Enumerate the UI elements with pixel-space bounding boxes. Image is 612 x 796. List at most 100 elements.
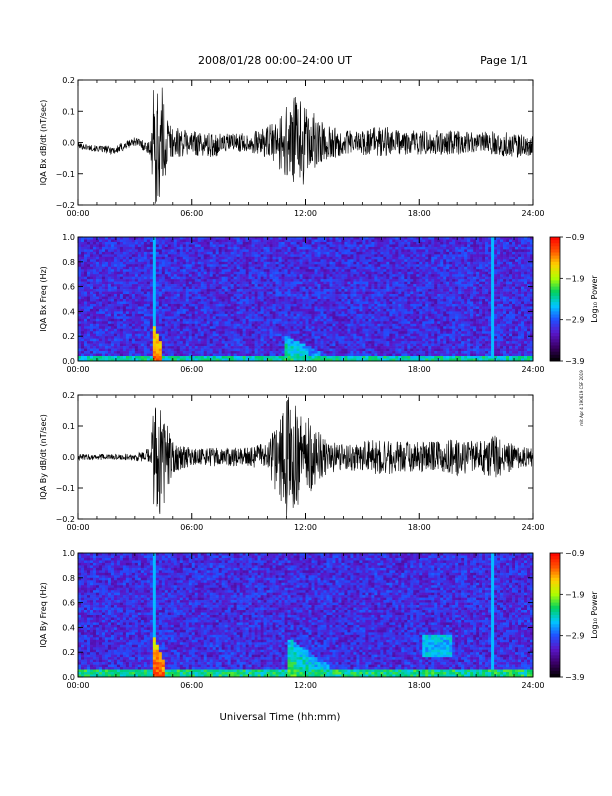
spectrogram-cell xyxy=(93,252,96,255)
spectrogram-cell xyxy=(431,299,434,302)
spectrogram-cell xyxy=(303,277,306,280)
spectrogram-cell xyxy=(509,294,512,297)
spectrogram-cell xyxy=(467,279,470,282)
spectrogram-cell xyxy=(192,262,195,265)
spectrogram-cell xyxy=(252,257,255,260)
spectrogram-cell xyxy=(353,259,356,262)
spectrogram-cell xyxy=(144,284,147,287)
spectrogram-cell xyxy=(180,257,183,260)
spectrogram-cell xyxy=(518,274,521,277)
spectrogram-cell xyxy=(252,304,255,307)
spectrogram-cell xyxy=(192,287,195,290)
spectrogram-cell xyxy=(398,262,401,265)
spectrogram-cell xyxy=(506,304,509,307)
spectrogram-cell xyxy=(198,279,201,282)
spectrogram-cell xyxy=(323,292,326,295)
spectrogram-cell xyxy=(96,244,99,247)
spectrogram-cell xyxy=(374,269,377,272)
spectrogram-cell xyxy=(482,277,485,280)
spectrogram-cell xyxy=(515,287,518,290)
spectrogram-cell xyxy=(207,262,210,265)
spectrogram-cell xyxy=(210,292,213,295)
spectrogram-cell xyxy=(338,311,341,314)
spectrogram-cell xyxy=(320,239,323,242)
spectrogram-cell xyxy=(234,242,237,245)
spectrogram-cell xyxy=(276,259,279,262)
spectrogram-cell xyxy=(297,279,300,282)
spectrogram-cell xyxy=(234,292,237,295)
spectrogram-cell xyxy=(291,247,294,250)
spectrogram-cell xyxy=(500,292,503,295)
spectrogram-cell xyxy=(156,244,159,247)
spectrogram-cell xyxy=(455,244,458,247)
spectrogram-cell xyxy=(135,301,138,304)
spectrogram-cell xyxy=(135,249,138,252)
spectrogram-cell xyxy=(81,294,84,297)
spectrogram-cell xyxy=(404,247,407,250)
spectrogram-cell xyxy=(449,314,452,317)
spectrogram-cell xyxy=(488,239,491,242)
spectrogram-cell xyxy=(249,274,252,277)
spectrogram-cell xyxy=(195,284,198,287)
spectrogram-cell xyxy=(338,297,341,300)
spectrogram-cell xyxy=(512,309,515,312)
spectrogram-cell xyxy=(311,304,314,307)
spectrogram-cell xyxy=(362,284,365,287)
spectrogram-cell xyxy=(264,284,267,287)
spectrogram-cell xyxy=(371,242,374,245)
spectrogram-cell xyxy=(437,304,440,307)
spectrogram-cell xyxy=(255,262,258,265)
spectrogram-cell xyxy=(291,299,294,302)
spectrogram-cell xyxy=(395,297,398,300)
spectrogram-cell xyxy=(512,284,515,287)
spectrogram-cell xyxy=(207,309,210,312)
spectrogram-cell xyxy=(159,279,162,282)
spectrogram-cell xyxy=(246,311,249,314)
spectrogram-cell xyxy=(326,277,329,280)
spectrogram-cell xyxy=(96,294,99,297)
spectrogram-cell xyxy=(162,269,165,272)
spectrogram-cell xyxy=(276,279,279,282)
spectrogram-cell xyxy=(497,311,500,314)
spectrogram-cell xyxy=(90,289,93,292)
spectrogram-cell xyxy=(159,262,162,265)
spectrogram-cell xyxy=(311,314,314,317)
spectrogram-cell xyxy=(371,247,374,250)
spectrogram-cell xyxy=(204,247,207,250)
spectrogram-cell xyxy=(306,264,309,267)
spectrogram-cell xyxy=(276,304,279,307)
spectrogram-cell xyxy=(162,244,165,247)
spectrogram-cell xyxy=(288,292,291,295)
spectrogram-cell xyxy=(470,299,473,302)
spectrogram-cell xyxy=(138,252,141,255)
spectrogram-cell xyxy=(416,264,419,267)
spectrogram-cell xyxy=(329,262,332,265)
spectrogram-cell xyxy=(323,277,326,280)
spectrogram-cell xyxy=(497,301,500,304)
spectrogram-cell xyxy=(458,249,461,252)
spectrogram-cell xyxy=(165,284,168,287)
spectrogram-cell xyxy=(219,264,222,267)
spectrogram-cell xyxy=(518,279,521,282)
spectrogram-cell xyxy=(189,304,192,307)
spectrogram-cell xyxy=(446,274,449,277)
spectrogram-cell xyxy=(216,257,219,260)
spectrogram-cell xyxy=(476,274,479,277)
spectrogram-cell xyxy=(371,287,374,290)
spectrogram-cell xyxy=(347,262,350,265)
spectrogram-cell xyxy=(261,306,264,309)
spectrogram-cell xyxy=(488,247,491,250)
spectrogram-cell xyxy=(347,259,350,262)
spectrogram-cell xyxy=(246,289,249,292)
spectrogram-cell xyxy=(285,282,288,285)
spectrogram-cell xyxy=(509,297,512,300)
spectrogram-cell xyxy=(249,304,252,307)
spectrogram-cell xyxy=(90,297,93,300)
spectrogram-cell xyxy=(255,244,258,247)
spectrogram-cell xyxy=(410,292,413,295)
spectrogram-cell xyxy=(177,316,180,319)
spectrogram-cell xyxy=(320,259,323,262)
spectrogram-cell xyxy=(419,259,422,262)
spectrogram-cell xyxy=(353,254,356,257)
spectrogram-cell xyxy=(422,297,425,300)
